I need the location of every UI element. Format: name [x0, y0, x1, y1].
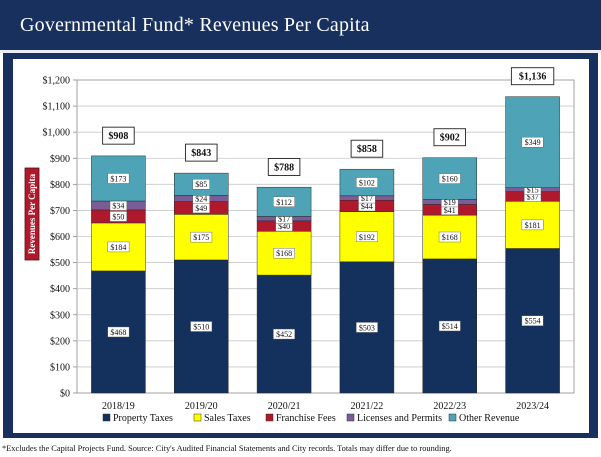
segment-label-box	[356, 177, 378, 188]
bar-total-label: $902	[440, 133, 460, 144]
segment-value-label: $40	[278, 222, 290, 231]
y-axis-title-badge	[24, 167, 40, 261]
segment-label-box	[107, 173, 130, 184]
segment-label-box	[356, 322, 378, 333]
segment-value-label: $468	[110, 328, 126, 337]
segment-value-label: $168	[276, 249, 292, 258]
legend-label: Property Taxes	[113, 413, 173, 424]
segment-value-label: $37	[527, 192, 539, 201]
segment-value-label: $168	[442, 233, 458, 242]
y-tick-label: $700	[50, 206, 70, 217]
segment-label-box	[273, 328, 295, 340]
segment-label-box	[192, 179, 210, 190]
bar-total-label: $788	[274, 162, 294, 173]
segment-value-label: $192	[359, 233, 375, 242]
bar-total-label: $843	[191, 148, 211, 159]
segment-value-label: $44	[361, 202, 373, 211]
segment-value-label: $175	[193, 233, 209, 242]
segment-label-box	[438, 231, 461, 243]
segment-label-box	[107, 326, 130, 338]
segment-value-label: $554	[525, 317, 541, 326]
segment-value-label: $41	[444, 206, 456, 215]
segment-label-box	[521, 315, 544, 326]
segment-value-label: $349	[525, 138, 541, 147]
total-label-box	[433, 128, 467, 147]
segment-value-label: $17	[278, 215, 290, 224]
x-tick-label: 2023/24	[516, 401, 549, 412]
segment-label-box	[273, 196, 295, 208]
segment-value-label: $514	[442, 322, 458, 331]
x-tick-label: 2020/21	[268, 401, 301, 412]
y-tick-label: $0	[60, 389, 70, 400]
segment-value-label: $17	[361, 194, 373, 203]
stacked-bar-chart: $0 $100 $200 $300 $400 $500 $600 $700 $800 $900 $1…	[24, 67, 575, 424]
segment-label-box	[438, 320, 461, 332]
y-tick-label: $1,100	[43, 102, 71, 113]
y-tick-label: $100	[50, 362, 70, 373]
total-label-box	[102, 126, 135, 145]
segment-label-box	[273, 247, 295, 259]
chart-panel: $0 $100 $200 $300 $400 $500 $600 $700 $800 $900 $1…	[13, 59, 589, 433]
legend-swatch	[346, 413, 355, 422]
legend-label: Franchise Fees	[276, 413, 336, 424]
segment-value-label: $15	[527, 186, 539, 195]
segment-label-box	[109, 211, 128, 222]
y-tick-label: $500	[50, 258, 70, 269]
segment-label-box	[190, 321, 213, 332]
legend-swatch	[193, 413, 202, 422]
legend-label: Licenses and Permits	[357, 413, 442, 424]
segment-value-label: $181	[525, 221, 541, 230]
segment-value-label: $49	[195, 204, 207, 213]
segment-value-label: $24	[195, 194, 207, 203]
y-tick-label: $1,000	[43, 128, 71, 139]
segment-label-box	[107, 241, 130, 253]
x-tick-label: 2022/23	[433, 401, 466, 412]
bar-total-label: $1,136	[519, 72, 547, 83]
y-tick-label: $800	[50, 180, 70, 191]
y-tick-label: $900	[50, 154, 70, 165]
segment-value-label: $160	[442, 175, 458, 184]
total-label-box	[267, 158, 301, 176]
header-divider	[0, 50, 601, 53]
page-title: Governmental Fund* Revenues Per Capita	[20, 14, 370, 36]
segment-value-label: $173	[110, 174, 126, 183]
legend-swatch	[265, 413, 274, 422]
y-tick-label: $600	[50, 232, 70, 243]
segment-label-box	[190, 231, 213, 243]
segment-label-box	[521, 137, 544, 148]
y-tick-label: $1,200	[43, 76, 71, 87]
segment-value-label: $102	[359, 179, 375, 188]
segment-value-label: $112	[276, 198, 292, 207]
y-axis-title: Revenues Per Capita	[27, 173, 37, 254]
footnote: *Excludes the Capital Projects Fund. Sou…	[2, 444, 452, 453]
legend-swatch	[102, 413, 111, 422]
segment-value-label: $85	[195, 180, 207, 189]
total-label-box	[184, 143, 218, 162]
segment-label-box	[521, 219, 544, 231]
segment-value-label: $510	[193, 322, 209, 331]
segment-label-box	[356, 231, 378, 242]
segment-value-label: $34	[112, 201, 124, 210]
x-tick-label: 2021/22	[351, 401, 384, 412]
bar-total-label: $858	[357, 144, 377, 155]
header-banner: Governmental Fund* Revenues Per Capita	[0, 0, 601, 50]
segment-value-label: $452	[276, 330, 292, 339]
total-label-box	[510, 67, 555, 86]
segment-value-label: $19	[444, 198, 456, 207]
segment-value-label: $503	[359, 323, 375, 332]
segment-value-label: $50	[112, 212, 124, 221]
total-label-box	[350, 139, 384, 158]
legend-swatch	[448, 413, 457, 422]
segment-label-box	[438, 173, 461, 184]
y-tick-label: $300	[50, 310, 70, 321]
y-tick-label: $400	[50, 284, 70, 295]
x-tick-label: 2018/19	[102, 401, 135, 412]
x-tick-label: 2019/20	[185, 401, 218, 412]
legend-label: Other Revenue	[459, 413, 520, 424]
legend-label: Sales Taxes	[204, 413, 251, 424]
segment-value-label: $184	[110, 243, 126, 252]
bar-total-label: $908	[108, 131, 128, 142]
y-tick-label: $200	[50, 336, 70, 347]
